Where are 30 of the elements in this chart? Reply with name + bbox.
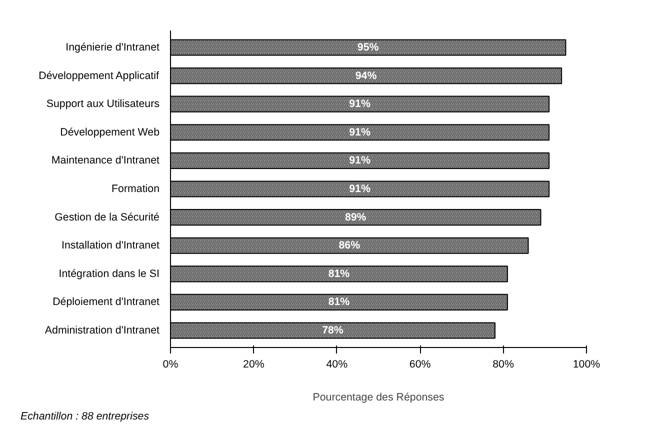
x-tick-label: 100% bbox=[572, 358, 601, 370]
data-label: 94% bbox=[355, 70, 378, 82]
x-tick-label: 0% bbox=[162, 358, 179, 370]
y-tick-label: Support aux Utilisateurs bbox=[46, 98, 160, 110]
y-tick-label: Gestion de la Sécurité bbox=[54, 211, 160, 224]
y-tick-label: Déploiement d'Intranet bbox=[52, 296, 160, 308]
data-label: 91% bbox=[349, 154, 371, 167]
x-tick-label: 20% bbox=[243, 358, 265, 370]
y-tick-label: Intégration dans le SI bbox=[58, 268, 160, 280]
y-tick-label: Ingénierie d'Intranet bbox=[66, 41, 160, 54]
x-axis-title: Pourcentage des Réponses bbox=[312, 392, 444, 404]
data-label: 95% bbox=[357, 41, 380, 54]
x-tick-label: 80% bbox=[492, 358, 514, 370]
data-label: 91% bbox=[349, 183, 371, 195]
x-tick-label: 40% bbox=[326, 358, 348, 370]
data-label: 81% bbox=[328, 296, 350, 308]
y-tick-label: Maintenance d'Intranet bbox=[51, 154, 160, 167]
y-tick-label: Développement Web bbox=[60, 126, 160, 138]
data-label: 91% bbox=[349, 98, 371, 110]
y-tick-label: Installation d'Intranet bbox=[61, 240, 160, 252]
data-label: 78% bbox=[322, 324, 344, 337]
data-label: 91% bbox=[349, 126, 371, 138]
data-label: 86% bbox=[338, 240, 361, 252]
x-tick-label: 60% bbox=[409, 358, 432, 370]
text: Echantillon : 88 entreprises bbox=[20, 410, 150, 422]
y-tick-label: Développement Applicatif bbox=[38, 70, 159, 82]
y-tick-label: Administration d'Intranet bbox=[44, 324, 160, 337]
y-tick-label: Formation bbox=[112, 183, 160, 195]
data-label: 81% bbox=[328, 268, 350, 280]
data-label: 89% bbox=[344, 211, 367, 224]
